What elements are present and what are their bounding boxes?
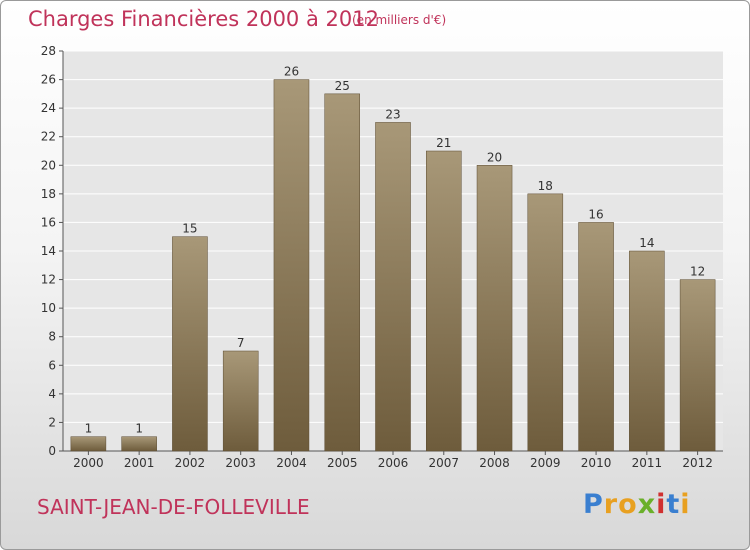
x-tick-label: 2003	[225, 456, 256, 470]
data-label: 23	[385, 107, 400, 121]
chart-title: Charges Financières 2000 à 2012	[28, 7, 379, 31]
data-label: 1	[135, 422, 143, 436]
logo-letter: i	[656, 489, 667, 520]
data-label: 26	[284, 65, 299, 79]
bar	[375, 122, 411, 452]
logo-letter: o	[618, 489, 638, 520]
bar	[629, 250, 665, 452]
data-label: 16	[588, 207, 603, 221]
y-tick-label: 14	[41, 244, 56, 258]
y-tick-label: 26	[41, 73, 56, 87]
x-tick-label: 2008	[479, 456, 510, 470]
x-tick-label: 2002	[175, 456, 206, 470]
data-label: 12	[690, 265, 705, 279]
chart-subtitle: (en milliers d'€)	[352, 13, 447, 27]
y-tick-label: 10	[41, 301, 56, 315]
bar	[121, 436, 157, 452]
x-tick-label: 2006	[378, 456, 409, 470]
bar	[70, 436, 107, 452]
bar	[476, 165, 513, 452]
proxiti-logo[interactable]: Proxiti	[583, 489, 691, 520]
bar	[527, 193, 564, 452]
data-label: 14	[639, 236, 654, 250]
y-tick-label: 22	[41, 130, 56, 144]
x-tick-label: 2009	[530, 456, 561, 470]
data-label: 18	[538, 179, 553, 193]
x-tick-label: 2011	[632, 456, 663, 470]
y-tick-label: 0	[48, 444, 56, 458]
y-tick-label: 12	[41, 273, 56, 287]
y-tick-label: 4	[48, 387, 56, 401]
data-label: 15	[182, 222, 197, 236]
commune-name: SAINT-JEAN-DE-FOLLEVILLE	[37, 495, 310, 519]
logo-letter: i	[680, 489, 691, 520]
bar	[273, 79, 310, 452]
x-tick-label: 2000	[73, 456, 104, 470]
data-label: 7	[237, 336, 245, 350]
x-tick-label: 2007	[428, 456, 459, 470]
data-label: 21	[436, 136, 451, 150]
bar	[426, 150, 462, 452]
x-tick-label: 2001	[124, 456, 155, 470]
logo-letter: r	[603, 489, 619, 520]
x-tick-label: 2005	[327, 456, 358, 470]
bar	[222, 350, 259, 452]
y-tick-label: 18	[41, 187, 56, 201]
x-tick-label: 2004	[276, 456, 307, 470]
y-tick-label: 24	[41, 101, 56, 115]
data-label: 1	[85, 422, 93, 436]
logo-letter: t	[666, 489, 681, 520]
bar	[172, 236, 208, 452]
data-label: 25	[335, 79, 350, 93]
y-tick-label: 8	[48, 330, 56, 344]
y-tick-label: 6	[48, 358, 56, 372]
bar	[324, 93, 360, 452]
bar	[578, 222, 614, 452]
y-tick-label: 2	[48, 415, 56, 429]
y-tick-label: 28	[41, 44, 56, 58]
x-tick-label: 2012	[682, 456, 713, 470]
logo-letter: x	[637, 489, 657, 520]
x-tick-label: 2010	[581, 456, 612, 470]
y-tick-label: 20	[41, 158, 56, 172]
y-tick-label: 16	[41, 215, 56, 229]
bar	[679, 279, 716, 452]
data-label: 20	[487, 150, 502, 164]
logo-letter: P	[583, 489, 604, 520]
